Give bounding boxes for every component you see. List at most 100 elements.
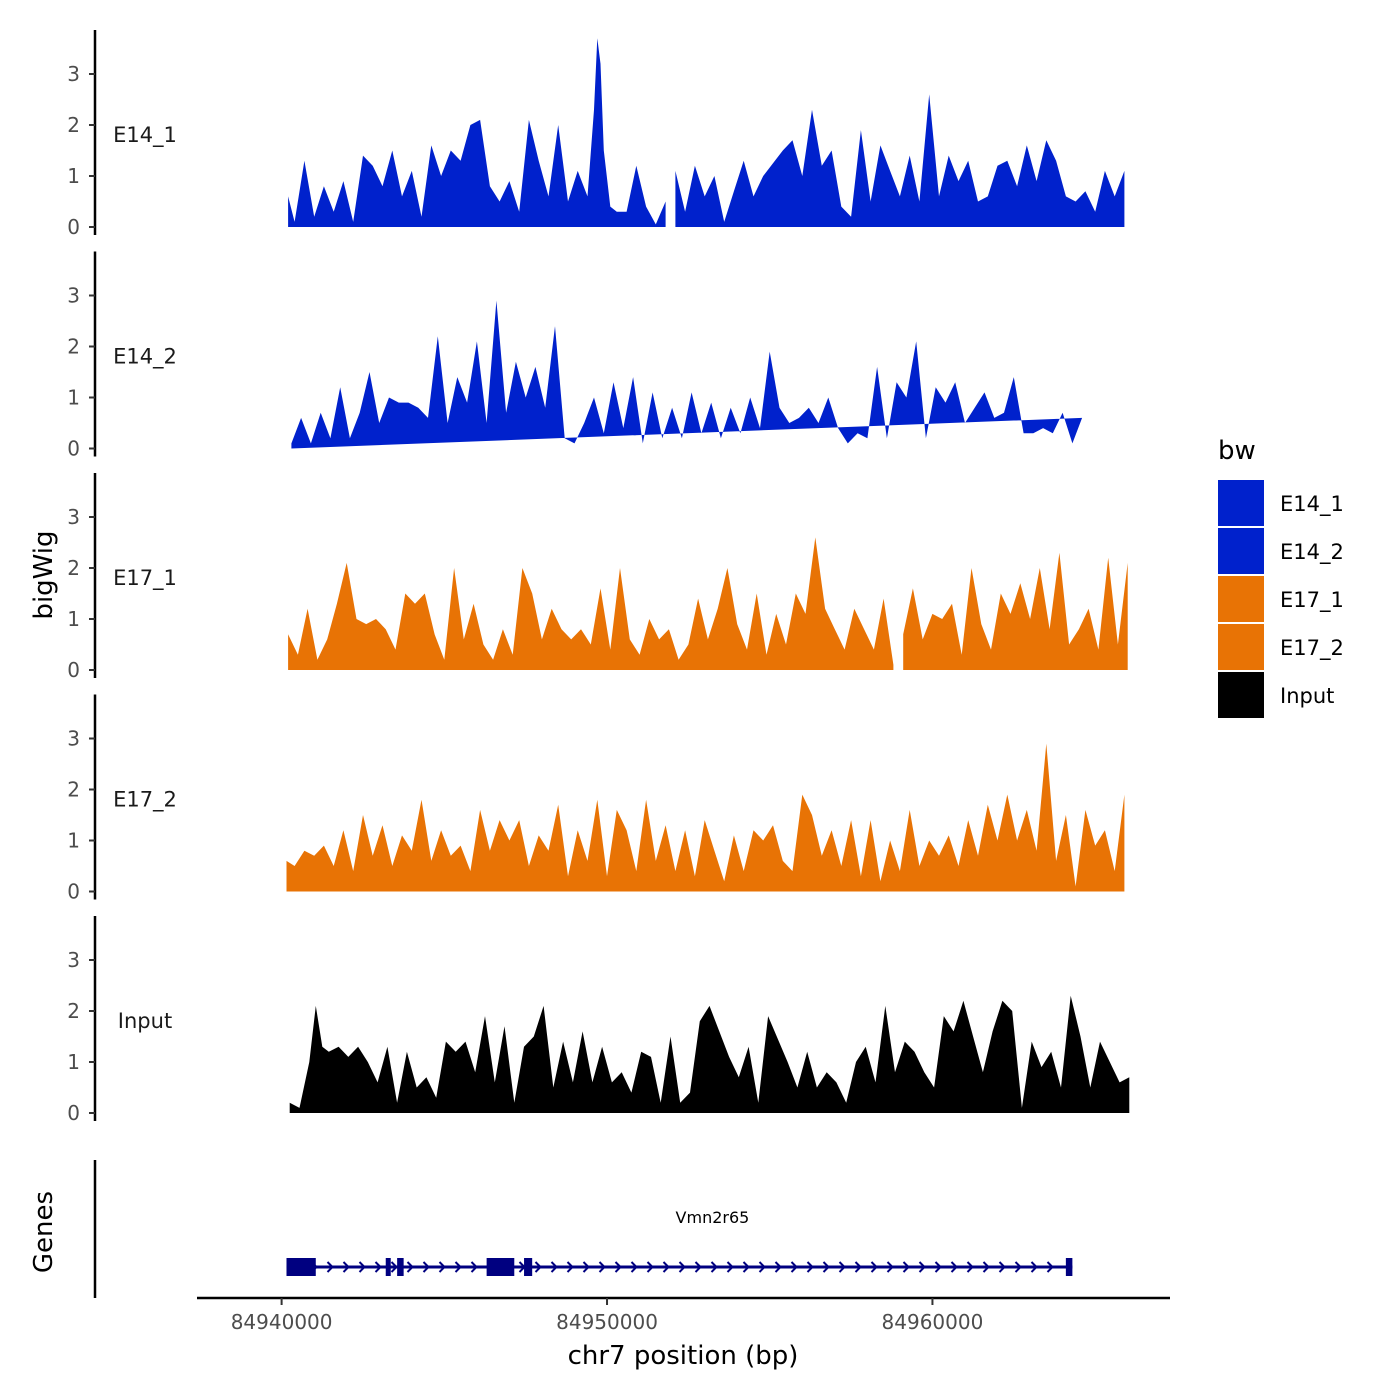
- signal-area: [291, 300, 1083, 449]
- y-tick-label: 2: [67, 113, 80, 137]
- track-label: E17_1: [113, 566, 177, 591]
- legend-label: E17_1: [1280, 588, 1344, 613]
- strand-arrow: [614, 1261, 622, 1273]
- y-tick-label: 0: [67, 1101, 80, 1125]
- strand-arrow: [662, 1261, 670, 1273]
- y-tick-label: 3: [67, 727, 80, 751]
- strand-arrow: [470, 1261, 478, 1273]
- strand-arrow: [998, 1261, 1006, 1273]
- strand-arrow: [630, 1261, 638, 1273]
- legend-key-e17_2: [1218, 624, 1264, 670]
- x-tick-label: 84950000: [556, 1310, 658, 1334]
- y-tick-label: 3: [67, 62, 80, 86]
- y-tick-label: 1: [67, 164, 80, 188]
- y-tick-label: 2: [67, 999, 80, 1023]
- strand-arrow: [902, 1261, 910, 1273]
- strand-arrow: [438, 1261, 446, 1273]
- strand-arrow: [342, 1261, 350, 1273]
- signal-area: [286, 743, 1125, 892]
- y-tick-label: 2: [67, 778, 80, 802]
- x-axis: 84940000 84950000 84960000: [197, 1296, 1170, 1334]
- strand-arrow: [566, 1261, 574, 1273]
- legend-key-e17_1: [1218, 576, 1264, 622]
- legend-label: E14_1: [1280, 492, 1344, 517]
- track-label: E17_2: [113, 788, 177, 813]
- gene-exon: [385, 1258, 391, 1276]
- strand-arrow: [422, 1261, 430, 1273]
- gene-track: Vmn2r65: [93, 1160, 1073, 1298]
- legend-key-e14_2: [1218, 528, 1264, 574]
- gene-name-label: Vmn2r65: [676, 1208, 750, 1227]
- y-tick-label: 3: [67, 284, 80, 308]
- y-tick-label: 0: [67, 437, 80, 461]
- strand-arrow: [582, 1261, 590, 1273]
- strand-arrow: [742, 1261, 750, 1273]
- strand-arrow: [326, 1261, 334, 1273]
- strand-arrow: [710, 1261, 718, 1273]
- strand-arrow: [950, 1261, 958, 1273]
- legend-title: bw: [1218, 436, 1256, 466]
- gene-exon: [286, 1258, 316, 1276]
- strand-arrow: [694, 1261, 702, 1273]
- signal-area: [675, 94, 1125, 228]
- strand-arrow: [678, 1261, 686, 1273]
- signal-area: [903, 552, 1128, 670]
- strand-arrow: [966, 1261, 974, 1273]
- y-axis-title: bigWig: [29, 530, 59, 619]
- track-e14_2: 0 1 2 3 E14_2: [67, 251, 1083, 461]
- strand-arrow: [822, 1261, 830, 1273]
- y-tick-label: 1: [67, 607, 80, 631]
- signal-area: [289, 995, 1130, 1113]
- strand-arrow: [1014, 1261, 1022, 1273]
- strand-arrow: [758, 1261, 766, 1273]
- y-tick-label: 0: [67, 658, 80, 682]
- gene-exon: [397, 1258, 404, 1276]
- y-tick-label: 2: [67, 335, 80, 359]
- strand-arrow: [390, 1261, 398, 1273]
- strand-arrow: [854, 1261, 862, 1273]
- strand-arrow: [598, 1261, 606, 1273]
- strand-arrow: [550, 1261, 558, 1273]
- tracks-layer: 0 1 2 3 E14_1 0 1 2 3 E14_2 0 1 2 3 E17_1 0 1 2 3 E17_2 0 1 2 3…: [67, 30, 1130, 1125]
- y-tick-label: 0: [67, 880, 80, 904]
- track-e17_1: 0 1 2 3 E17_1: [67, 473, 1128, 682]
- x-tick-label: 84960000: [882, 1310, 984, 1334]
- legend-label: Input: [1280, 684, 1334, 708]
- strand-arrow: [886, 1261, 894, 1273]
- strand-arrow: [358, 1261, 366, 1273]
- signal-area: [288, 537, 894, 670]
- y-tick-label: 1: [67, 829, 80, 853]
- strand-arrow: [870, 1261, 878, 1273]
- track-label: E14_2: [113, 345, 177, 370]
- y-tick-label: 3: [67, 505, 80, 529]
- y-tick-label: 3: [67, 948, 80, 972]
- track-label: Input: [118, 1009, 172, 1033]
- y-tick-label: 1: [67, 1050, 80, 1074]
- legend-key-e14_1: [1218, 480, 1264, 526]
- strand-arrow: [774, 1261, 782, 1273]
- x-axis-title: chr7 position (bp): [568, 1341, 799, 1371]
- strand-arrow: [806, 1261, 814, 1273]
- legend-label: E17_2: [1280, 636, 1344, 661]
- strand-arrow: [982, 1261, 990, 1273]
- strand-arrow: [838, 1261, 846, 1273]
- legend: bw E14_1 E14_2 E17_1 E17_2 Input: [1218, 436, 1344, 718]
- gene-vmn2r65: Vmn2r65: [286, 1208, 1073, 1276]
- strand-arrow: [1030, 1261, 1038, 1273]
- strand-arrow: [790, 1261, 798, 1273]
- strand-arrow: [646, 1261, 654, 1273]
- strand-arrow: [918, 1261, 926, 1273]
- track-input: 0 1 2 3 Input: [67, 916, 1130, 1125]
- gene-exon: [524, 1258, 533, 1276]
- strand-arrow: [1046, 1261, 1054, 1273]
- y-tick-label: 1: [67, 386, 80, 410]
- x-tick-label: 84940000: [231, 1310, 333, 1334]
- track-e14_1: 0 1 2 3 E14_1: [67, 30, 1125, 239]
- gene-exon: [1065, 1258, 1073, 1276]
- track-e17_2: 0 1 2 3 E17_2: [67, 694, 1125, 904]
- legend-key-input: [1218, 672, 1264, 718]
- strand-arrow: [534, 1261, 542, 1273]
- track-label: E14_1: [113, 123, 177, 148]
- strand-arrow: [374, 1261, 382, 1273]
